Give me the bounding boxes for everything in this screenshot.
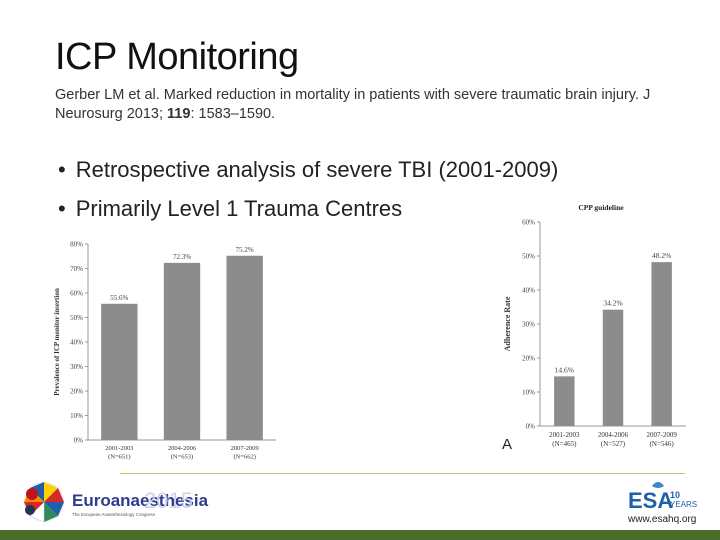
y-tick-label: 60% <box>70 290 83 298</box>
x-tick-label: 2004-2006 <box>598 431 629 439</box>
x-tick-label: 2007-2009 <box>231 445 259 452</box>
globe-icon <box>24 482 64 523</box>
y-axis-label: Adherence Rate <box>503 296 512 351</box>
citation-volume: 119 <box>167 106 191 122</box>
data-label: 34.2% <box>603 299 622 308</box>
y-tick-label: 10% <box>522 389 535 397</box>
x-tick-note: (N=653) <box>171 454 193 461</box>
data-label: 48.2% <box>652 251 671 260</box>
y-tick-label: 30% <box>70 363 83 371</box>
panel-letter: A <box>502 436 513 453</box>
x-tick-label: 2004-2006 <box>168 445 197 452</box>
bar <box>163 262 201 440</box>
x-tick-label: 2007-2009 <box>646 431 677 439</box>
y-axis-label: Prevalence of ICP monitor insertion <box>53 288 61 396</box>
x-tick-label: 2001-2003 <box>549 431 580 439</box>
data-label: 55.6% <box>110 294 128 302</box>
x-tick-note: (N=651) <box>108 454 130 461</box>
y-tick-label: 0% <box>526 423 536 431</box>
y-tick-label: 40% <box>522 287 535 295</box>
bullet-list: Retrospective analysis of severe TBI (20… <box>58 150 559 228</box>
esa-years-label: YEARS <box>670 500 697 509</box>
x-tick-label: 2001-2003 <box>105 445 133 452</box>
logo-year: 2015 <box>144 488 193 513</box>
cpp-adherence-chart: CPP guideline 0% 10% 20% 30% 40% 50% 60% Adheren… <box>503 203 686 448</box>
y-tick-label: 30% <box>522 321 535 329</box>
citation: Gerber LM et al. Marked reduction in mor… <box>55 86 675 124</box>
y-tick-label: 50% <box>70 314 83 322</box>
x-tick-note: (N=546) <box>650 440 675 448</box>
bar <box>226 255 263 440</box>
chart-title: CPP guideline <box>578 203 624 212</box>
esa-years-number: 10 <box>670 490 680 500</box>
y-tick-label: 60% <box>522 219 535 227</box>
y-tick-label: 20% <box>522 355 535 363</box>
bullet-item: Retrospective analysis of severe TBI (20… <box>58 150 559 189</box>
footer-divider <box>120 473 685 474</box>
bullet-item: Primarily Level 1 Trauma Centres <box>58 189 558 228</box>
esa-logo: ESA 10 YEARS <box>628 482 697 513</box>
data-label: 75.2% <box>236 246 254 254</box>
logo-wordmark: Euroanaesthesia <box>72 491 209 510</box>
euroanaesthesia-logo: Euroanaesthesia 2015 The European Anaest… <box>24 482 209 523</box>
x-tick-note: (N=527) <box>601 440 626 448</box>
esa-wordmark: ESA <box>628 488 673 513</box>
citation-pages: : 1583–1590. <box>190 106 276 122</box>
y-tick-label: 40% <box>70 339 83 347</box>
data-label: 72.3% <box>173 253 191 261</box>
citation-text: Gerber LM et al. Marked reduction in mor… <box>55 87 651 122</box>
bar <box>554 376 575 426</box>
esa-url: www.esahq.org <box>628 514 697 525</box>
y-tick-label: 0% <box>74 437 84 445</box>
esa-figure-icon <box>652 482 664 488</box>
y-tick-label: 50% <box>522 253 535 261</box>
x-tick-note: (N=465) <box>552 440 577 448</box>
data-label: 14.6% <box>555 365 574 374</box>
y-tick-label: 80% <box>70 241 83 249</box>
bottom-strip <box>0 530 720 540</box>
bar <box>602 309 624 426</box>
icp-prevalence-chart: 0% 10% 20% 30% 40% 50% 60% 70% 80% Prevalence of … <box>53 241 276 461</box>
slide-title: ICP Monitoring <box>55 36 299 78</box>
x-tick-note: (N=662) <box>233 454 255 461</box>
y-tick-label: 10% <box>70 412 83 420</box>
y-tick-label: 70% <box>70 265 83 273</box>
bar <box>651 262 672 426</box>
logo-tagline: The European Anaesthesiology Congress <box>72 512 156 517</box>
bar <box>101 303 138 440</box>
y-tick-label: 20% <box>70 388 83 396</box>
